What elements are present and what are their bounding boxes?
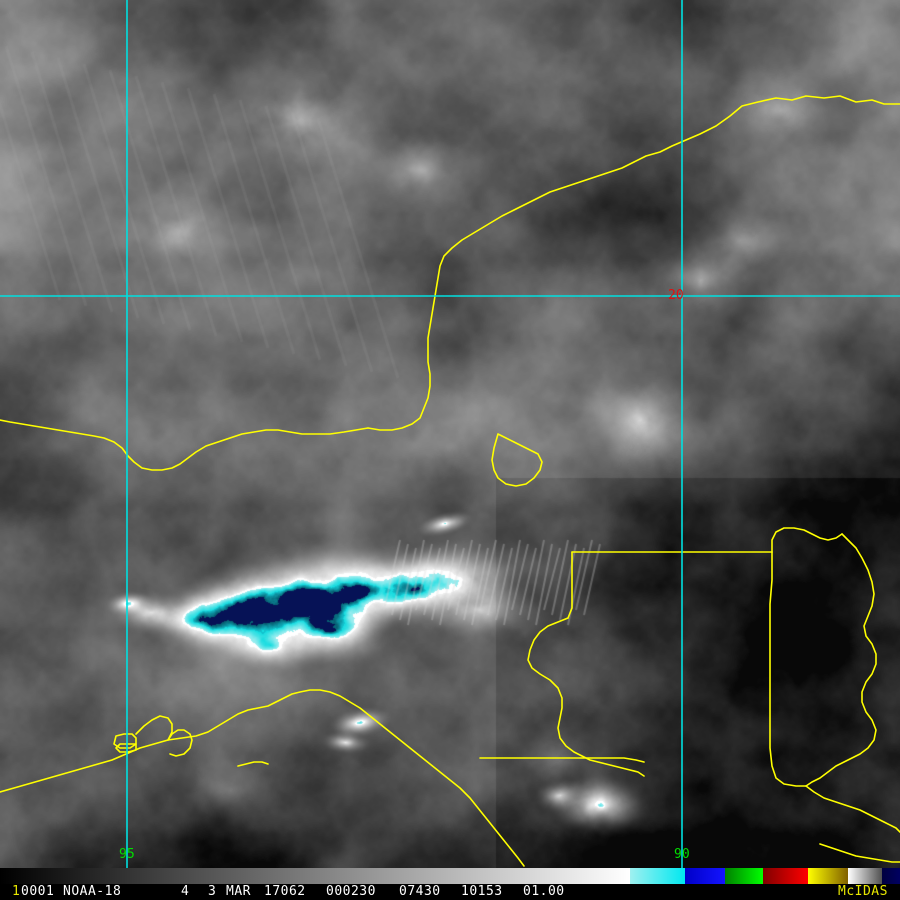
banner-frame-index: 1 <box>12 884 21 899</box>
banner-value-a: 07430 <box>399 884 441 899</box>
enh-segment-blue-block <box>685 868 725 884</box>
enh-segment-green-block <box>725 868 763 884</box>
enh-segment-white-block <box>848 868 882 884</box>
banner-resolution: 01.00 <box>523 884 565 899</box>
banner-satellite: NOAA-18 <box>63 884 122 899</box>
enh-segment-navy-block <box>882 868 900 884</box>
enh-segment-cyan-ramp <box>630 868 685 884</box>
grid-label-90w: 90 <box>674 847 690 862</box>
crosshair-label-20n: 20 <box>668 288 684 303</box>
banner-month: MAR <box>226 884 251 899</box>
banner-software-tag: McIDAS <box>838 884 888 899</box>
image-info-banner: 1 0001 NOAA-18 4 3 MAR 17062 000230 07430 10153 01… <box>0 884 900 900</box>
banner-band: 4 <box>181 884 190 899</box>
banner-julian-date: 17062 <box>264 884 306 899</box>
banner-image-id: 0001 <box>21 884 55 899</box>
enhancement-color-bar[interactable] <box>0 868 900 884</box>
grid-label-95w: 95 <box>119 847 135 862</box>
banner-value-b: 10153 <box>461 884 503 899</box>
satellite-image-canvas[interactable] <box>0 0 900 868</box>
banner-time-utc: 000230 <box>326 884 376 899</box>
enh-segment-yellow-block <box>808 868 848 884</box>
enh-segment-red-block <box>763 868 808 884</box>
banner-day-of-month: 3 <box>208 884 217 899</box>
enh-segment-grayscale-ramp <box>0 868 630 884</box>
